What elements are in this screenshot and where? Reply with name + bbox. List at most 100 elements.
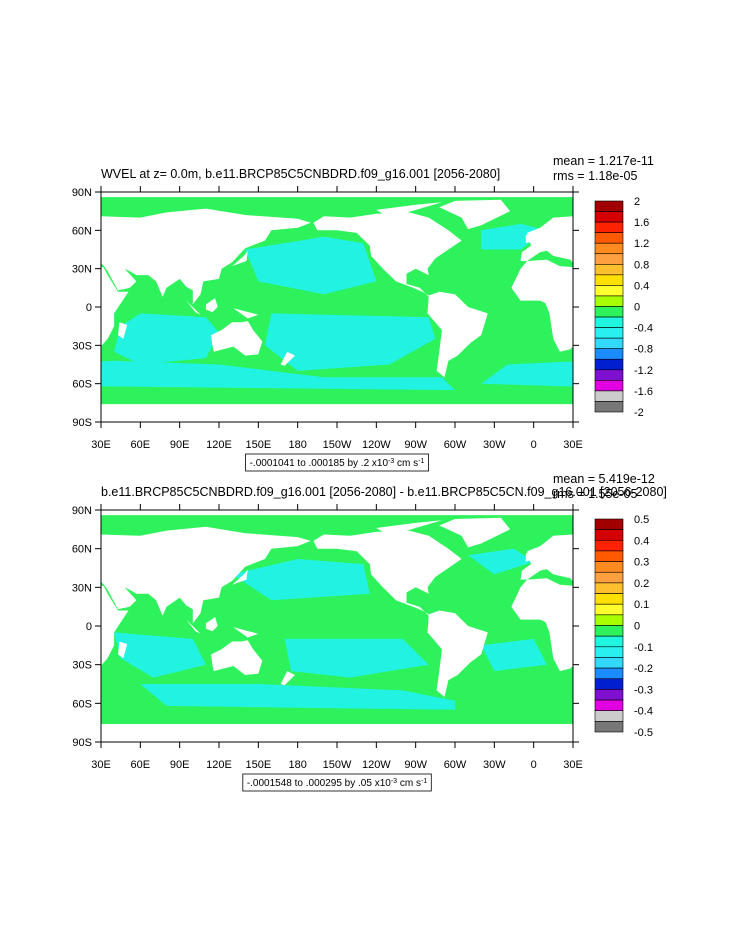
colorbar-box	[594, 561, 624, 573]
lat-label: 30S	[72, 660, 92, 672]
colorbar-box	[594, 316, 624, 328]
range-part: -1	[418, 458, 424, 465]
colorbar-label: 0.1	[634, 599, 649, 611]
colorbar-label: -0.3	[634, 684, 653, 696]
lat-label: 90S	[72, 417, 92, 429]
lon-label: 120E	[206, 439, 232, 451]
colorbar-box	[594, 667, 624, 680]
land	[118, 322, 128, 339]
land	[511, 578, 573, 672]
land	[186, 300, 201, 315]
ocean-region	[481, 361, 573, 387]
colorbar-label: -0.4	[634, 706, 653, 718]
colorbar-label: 1.6	[634, 217, 649, 229]
lon-label: 30E	[91, 439, 111, 451]
lon-label: 30E	[91, 759, 111, 771]
mean: mean = 1.217e-11	[553, 154, 654, 168]
colorbar-label: 0	[634, 302, 640, 314]
ocean-region	[245, 236, 377, 295]
lon-label: 120W	[362, 759, 391, 771]
colorbar-box	[594, 232, 624, 244]
land	[0, 200, 38, 229]
lat-label: 0	[86, 302, 92, 314]
lat-label: 30S	[72, 340, 92, 352]
colorbar-box	[594, 625, 624, 637]
ocean-region	[612, 684, 733, 710]
colorbar-box	[594, 358, 624, 371]
lon-label: 120E	[206, 759, 232, 771]
range-note: -.0001548 to .000295 by .05 x10-3 cm s-1	[247, 778, 427, 790]
land	[101, 267, 129, 347]
colorbar-box	[594, 380, 624, 392]
land	[683, 321, 733, 356]
land	[118, 641, 128, 659]
land	[704, 251, 720, 266]
land	[525, 551, 537, 562]
ocean-region	[704, 559, 733, 600]
ocean-region	[101, 360, 455, 391]
colorbar-box	[594, 678, 624, 690]
colorbar-box	[594, 646, 624, 658]
lon-label: 60W	[444, 759, 467, 771]
colorbar-box	[594, 593, 624, 605]
colorbar-box	[594, 295, 624, 307]
lat-label: 90N	[72, 505, 92, 517]
colorbar-label: -0.1	[634, 642, 653, 654]
colorbar-label: 0.2	[634, 578, 649, 590]
lon-label: 0	[531, 439, 537, 451]
colorbar-box	[594, 657, 624, 669]
land	[0, 611, 16, 697]
range-part: -3	[391, 778, 397, 785]
land	[520, 216, 573, 263]
colorbar-label: 0.8	[634, 259, 649, 271]
colorbar-box	[594, 348, 624, 360]
land	[232, 250, 248, 267]
ocean-region	[0, 549, 62, 575]
range-part: -.0001041 to .000185 by .2 x10	[250, 458, 389, 469]
land	[439, 517, 511, 548]
land	[0, 518, 38, 548]
lon-label: 180	[288, 759, 306, 771]
colorbar-label: 0.4	[634, 535, 649, 547]
colorbar-box	[594, 200, 624, 212]
lon-label: 90W	[404, 439, 427, 451]
colorbar-box	[594, 635, 624, 648]
lon-label: 60E	[131, 439, 151, 451]
mean: mean = 5.419e-12	[553, 472, 655, 486]
colorbar-box	[594, 699, 624, 711]
colorbar-box	[594, 211, 624, 223]
land	[54, 551, 65, 561]
lon-label: 60E	[131, 759, 151, 771]
land	[211, 640, 263, 675]
map-field	[0, 515, 733, 724]
range-part: -.0001548 to .000295 by .05 x10	[247, 778, 391, 789]
colorbar-label: 0.5	[634, 514, 649, 526]
land	[520, 534, 573, 582]
land	[211, 321, 263, 356]
ocean-region	[481, 223, 547, 250]
ocean-region	[114, 313, 219, 365]
range-box	[245, 453, 429, 472]
lon-label: 90W	[404, 759, 427, 771]
range-part: cm s	[394, 458, 418, 469]
colorbar-box	[594, 337, 624, 349]
range-part: -1	[421, 778, 427, 785]
lon-label: 30W	[483, 759, 506, 771]
lon-label: 150W	[323, 759, 352, 771]
land	[280, 671, 295, 686]
colorbar-label: 0.3	[634, 557, 649, 569]
ocean-region	[232, 559, 370, 601]
colorbar-box	[594, 582, 624, 594]
ocean-region	[717, 237, 733, 295]
colorbar-label: -1.2	[634, 365, 653, 377]
land	[233, 627, 259, 638]
colorbar-box	[594, 274, 624, 286]
rms: rms = 1.18e-05	[553, 169, 637, 183]
lon-label: 90E	[170, 759, 190, 771]
lon-label: 0	[531, 759, 537, 771]
lat-label: 90S	[72, 737, 92, 749]
colorbar-box	[594, 369, 624, 381]
land	[683, 640, 733, 675]
lon-label: 150W	[323, 439, 352, 451]
